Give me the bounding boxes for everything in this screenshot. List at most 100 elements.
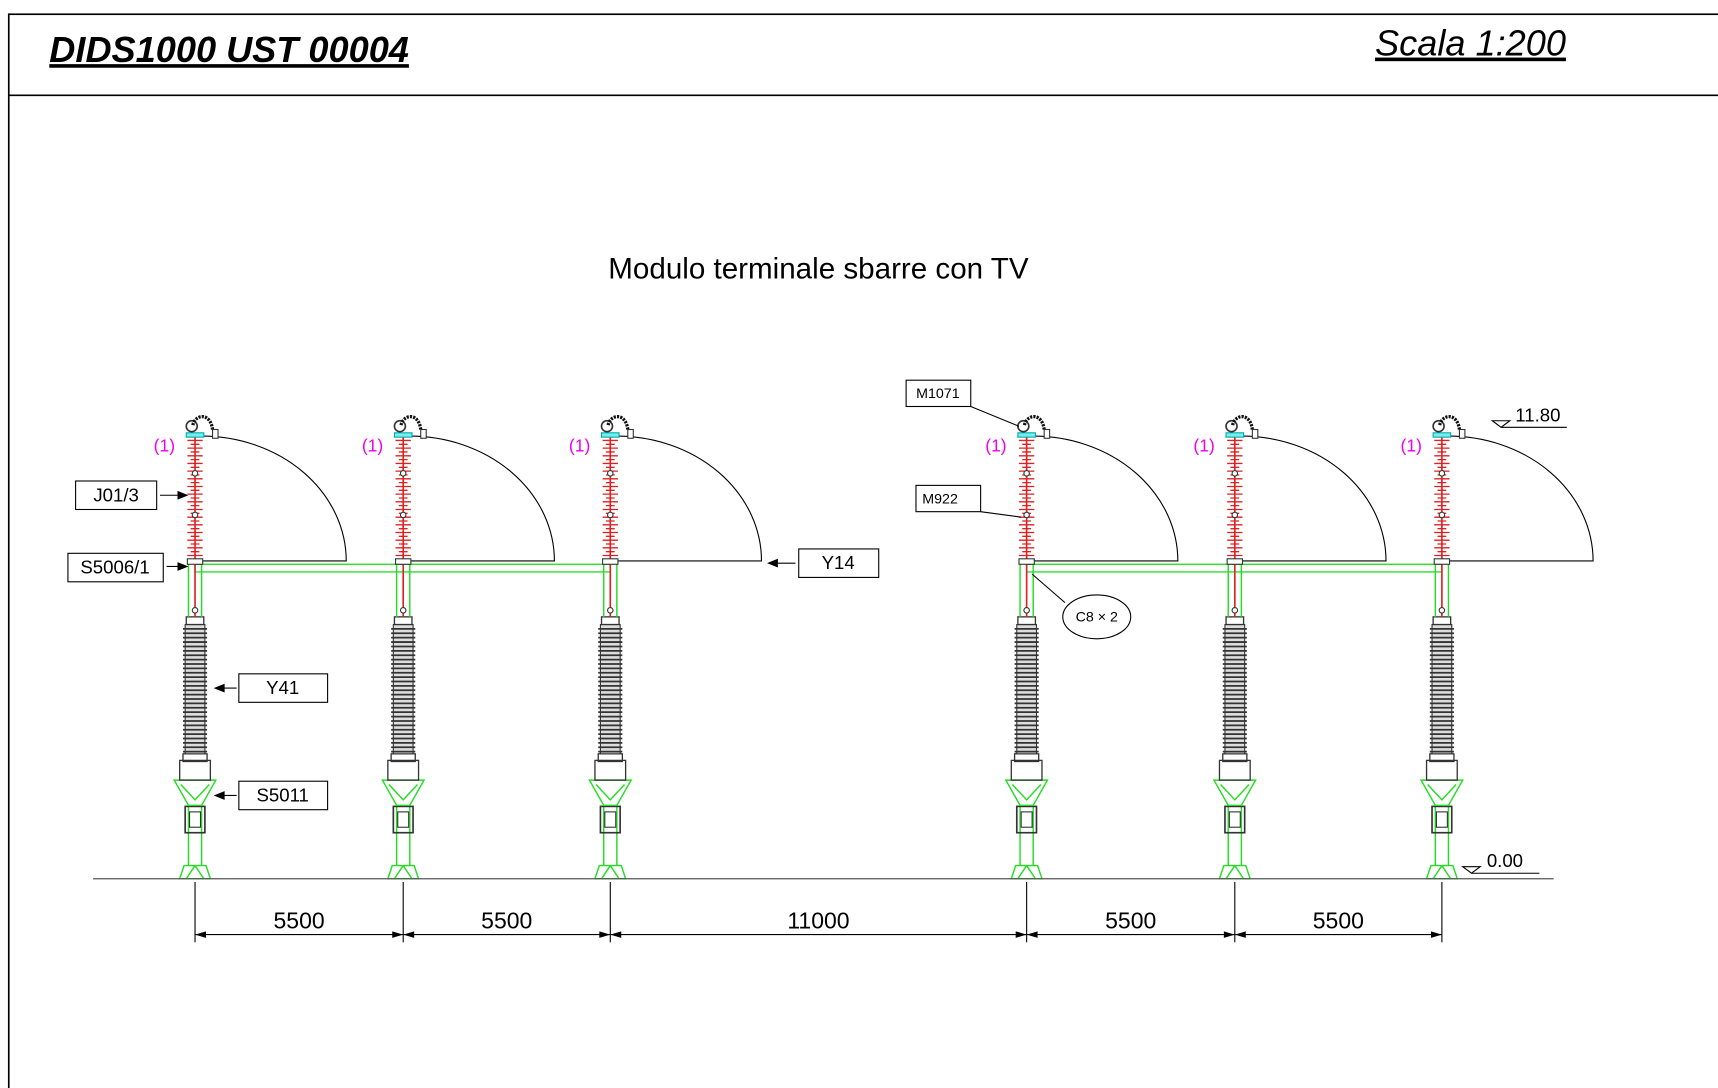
pole: (1)	[569, 415, 763, 880]
base	[594, 759, 627, 781]
tv-cap	[1017, 616, 1037, 626]
marker: (1)	[362, 436, 383, 456]
support	[395, 564, 411, 617]
column	[1227, 805, 1243, 866]
head	[1419, 779, 1464, 807]
arc	[610, 435, 763, 562]
head	[172, 779, 218, 807]
tv-ribs	[1014, 628, 1039, 753]
box	[184, 805, 206, 834]
base	[1425, 759, 1458, 781]
column	[1434, 805, 1450, 866]
ins-ribs	[1434, 439, 1450, 560]
marker: (1)	[569, 436, 590, 456]
top-plate	[1432, 432, 1452, 438]
pole: (1)	[362, 415, 555, 880]
column	[187, 805, 203, 866]
marker: (1)	[154, 436, 175, 456]
joint	[606, 470, 614, 477]
level-top: 11.80	[1490, 404, 1567, 428]
level-text: 11.80	[1515, 404, 1560, 425]
arc	[1026, 435, 1179, 562]
clamp	[420, 428, 427, 439]
marker: (1)	[1401, 436, 1422, 456]
tv-ribs	[182, 628, 208, 753]
clamp	[212, 428, 219, 439]
clamp	[1226, 558, 1244, 565]
joint	[1023, 607, 1030, 614]
tv-ribs	[598, 628, 623, 753]
joint	[1231, 607, 1239, 614]
hook	[1231, 415, 1254, 430]
top-plate	[393, 432, 413, 438]
label-text: J01/3	[93, 484, 139, 505]
box	[1015, 805, 1038, 834]
head	[381, 779, 426, 807]
tv-ribs	[1222, 628, 1247, 753]
marker: (1)	[985, 436, 1006, 456]
drawing-code: DIDS1000 UST 00004	[49, 29, 409, 70]
box-inner	[1020, 811, 1033, 828]
label-m922: M922	[915, 484, 1022, 518]
clamp	[186, 558, 204, 565]
title: Modulo terminale sbarre con TV	[608, 252, 1029, 285]
support	[187, 564, 203, 617]
label-y41: Y41	[213, 673, 329, 703]
arc	[1441, 435, 1594, 562]
box-inner	[189, 811, 202, 828]
column	[602, 805, 618, 866]
joint	[399, 607, 407, 614]
tv-cap	[600, 616, 620, 626]
box-inner	[397, 811, 410, 828]
head	[1004, 779, 1049, 807]
support	[602, 564, 618, 617]
label-text: Y14	[822, 552, 855, 573]
box-inner	[1435, 811, 1448, 828]
joint	[1438, 511, 1446, 519]
tv-cap	[393, 616, 413, 626]
top-plate	[1017, 432, 1036, 438]
foot	[1218, 864, 1252, 880]
box	[392, 805, 414, 834]
foot	[386, 864, 420, 880]
dim-text: 5500	[481, 908, 532, 934]
clamp	[627, 428, 634, 439]
hook	[399, 415, 423, 430]
joint	[1438, 607, 1446, 614]
ins-ribs	[602, 439, 618, 560]
foot	[1425, 864, 1459, 880]
label-j01: J01/3	[75, 480, 189, 511]
level-ground: 0.00	[1461, 850, 1540, 874]
joint	[399, 470, 407, 477]
label-m1071: M1071	[905, 379, 1020, 427]
arc	[195, 435, 347, 562]
label-s5011: S5011	[213, 780, 329, 811]
clamp	[1043, 428, 1051, 439]
marker: (1)	[1193, 436, 1214, 456]
hook	[191, 415, 215, 430]
scale: Scala 1:200	[1375, 23, 1566, 64]
tv-cap	[1432, 616, 1452, 626]
label-y14: Y14	[766, 548, 880, 578]
support	[1227, 564, 1243, 617]
joint	[1023, 470, 1030, 477]
pole: (1)	[985, 415, 1179, 880]
arc	[403, 435, 555, 562]
tv-cap	[185, 616, 205, 626]
foot	[1010, 864, 1043, 880]
ins-ribs	[187, 439, 203, 560]
label-c8: C8 × 2	[1031, 573, 1132, 640]
joint	[606, 511, 614, 519]
frame	[7, 13, 1718, 1088]
tv-ribs	[1429, 628, 1454, 753]
label-text: S5006/1	[80, 557, 149, 578]
label-text: C8 × 2	[1076, 610, 1118, 626]
top-plate	[600, 432, 620, 438]
box	[1431, 805, 1453, 834]
column	[395, 805, 411, 866]
tv-cap	[1225, 616, 1245, 626]
joint	[191, 470, 199, 477]
joint	[191, 607, 199, 614]
support	[1019, 564, 1034, 617]
